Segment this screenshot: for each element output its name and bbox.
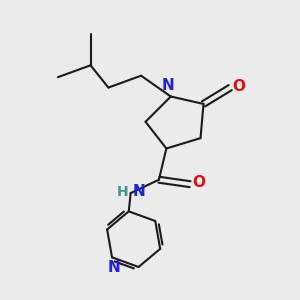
Text: O: O	[193, 175, 206, 190]
Text: H: H	[117, 184, 128, 199]
Text: N: N	[132, 184, 145, 199]
Text: O: O	[232, 79, 246, 94]
Text: N: N	[162, 78, 175, 93]
Text: N: N	[107, 260, 120, 275]
